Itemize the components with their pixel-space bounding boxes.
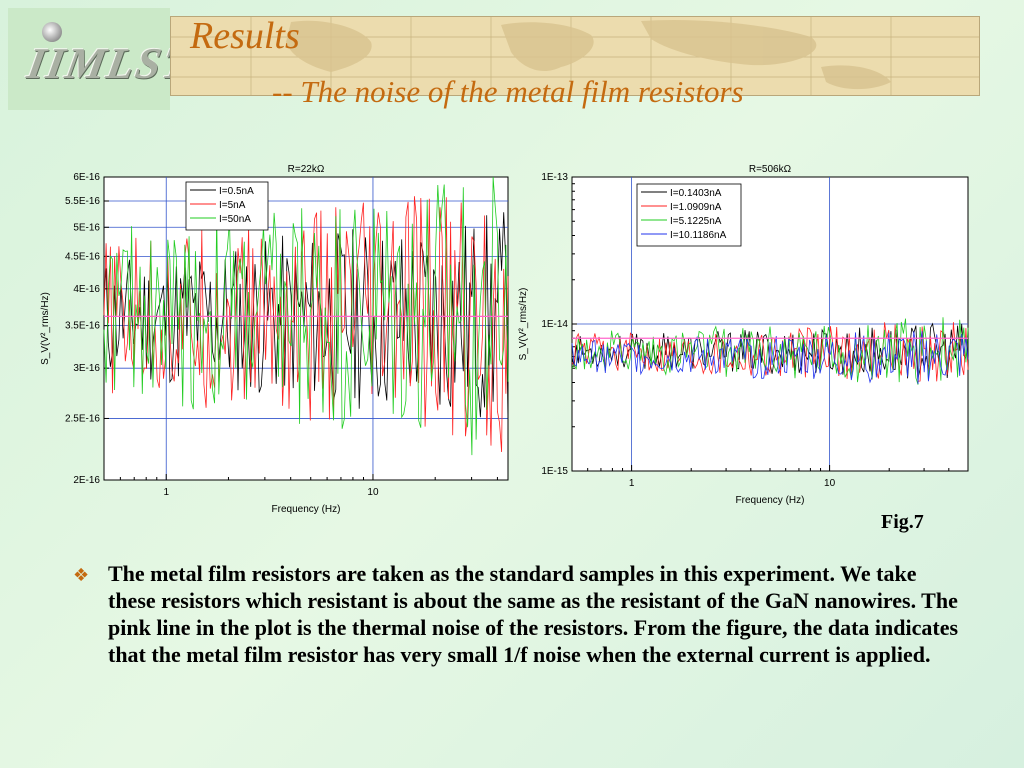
y-tick-label: 5E-16 bbox=[73, 222, 100, 233]
series-line bbox=[571, 317, 969, 385]
x-tick-label: 10 bbox=[367, 487, 379, 498]
y-tick-label: 3.5E-16 bbox=[65, 321, 100, 332]
x-axis-label: Frequency (Hz) bbox=[272, 504, 341, 515]
series-line bbox=[571, 331, 969, 385]
y-tick-label: 1E-15 bbox=[541, 466, 568, 477]
y-tick-label: 2E-16 bbox=[73, 475, 100, 486]
diamond-bullet-icon: ❖ bbox=[73, 565, 90, 586]
x-tick-label: 10 bbox=[824, 478, 836, 489]
y-tick-label: 4.5E-16 bbox=[65, 251, 100, 262]
bullet-text: The metal film resistors are taken as th… bbox=[108, 561, 959, 667]
world-map-icon bbox=[171, 17, 979, 95]
y-tick-label: 2.5E-16 bbox=[65, 413, 100, 424]
y-tick-label: 6E-16 bbox=[73, 172, 100, 183]
chart-title: R=506kΩ bbox=[749, 164, 792, 175]
soccer-ball-icon bbox=[42, 22, 62, 42]
chart-title: R=22kΩ bbox=[288, 164, 325, 175]
y-axis-label: S_V(V²_rms/Hz) bbox=[518, 288, 529, 361]
y-tick-label: 4E-16 bbox=[73, 284, 100, 295]
page-subtitle: -- The noise of the metal film resistors bbox=[272, 74, 744, 109]
legend-entry: I=5.1225nA bbox=[670, 216, 722, 227]
figure-label: Fig.7 bbox=[881, 511, 924, 533]
legend-box bbox=[636, 183, 742, 247]
legend-entry: I=10.1186nA bbox=[670, 230, 727, 241]
x-tick-label: 1 bbox=[629, 478, 635, 489]
y-tick-label: 1E-14 bbox=[541, 319, 568, 330]
y-tick-label: 3E-16 bbox=[73, 363, 100, 374]
legend-entry: I=5nA bbox=[219, 200, 246, 211]
legend-entry: I=1.0909nA bbox=[670, 202, 722, 213]
y-axis-label: S_V(V²_rms/Hz) bbox=[40, 292, 51, 365]
series-line bbox=[103, 212, 509, 423]
logo: IIMLST bbox=[8, 8, 196, 110]
y-tick-label: 5.5E-16 bbox=[65, 196, 100, 207]
x-axis-label: Frequency (Hz) bbox=[736, 495, 805, 506]
chart-r506k: 1E-13 1E-14 1E-15 1 10 I=0.1403nA I=1.0909nA I=… bbox=[518, 164, 969, 506]
page-title: Results bbox=[190, 15, 300, 57]
y-tick-label: 1E-13 bbox=[541, 172, 568, 183]
legend-entry: I=0.1403nA bbox=[670, 188, 722, 199]
x-tick-label: 1 bbox=[163, 487, 169, 498]
legend-entry: I=0.5nA bbox=[219, 186, 254, 197]
chart-r22k: 6E-16 5.5E-16 5E-16 4.5E-16 4E-16 3.5E-16 3E-1… bbox=[40, 164, 509, 515]
series-line bbox=[103, 196, 509, 453]
legend-entry: I=50nA bbox=[219, 214, 251, 225]
world-map-banner bbox=[170, 16, 980, 96]
